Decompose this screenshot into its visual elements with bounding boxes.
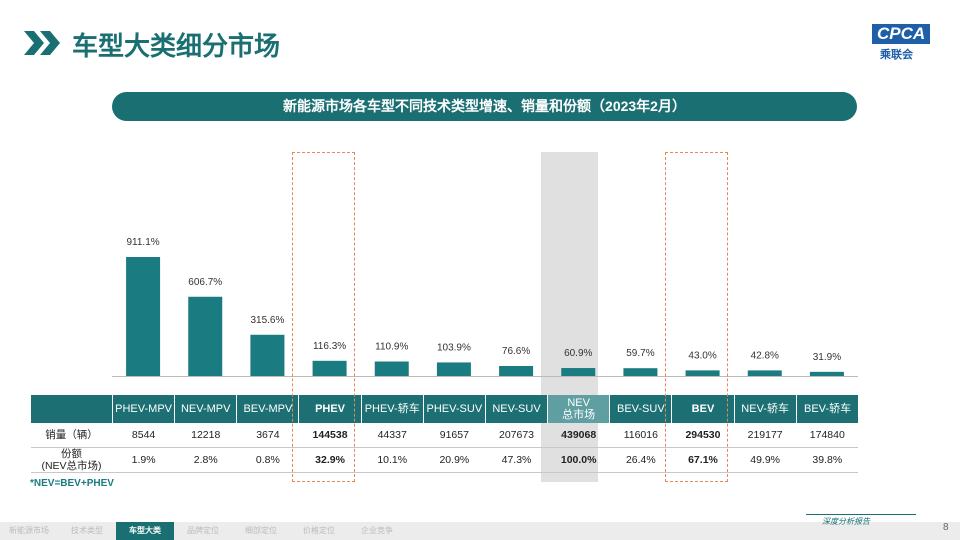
nav-tab[interactable]: 车型大类 <box>116 522 174 540</box>
chart-title: 新能源市场各车型不同技术类型增速、销量和份额（2023年2月） <box>112 92 857 121</box>
cell: 8544 <box>112 423 175 448</box>
column-header: NEV-轿车 <box>733 395 797 423</box>
value-label: 103.9% <box>437 342 471 353</box>
bar <box>561 368 596 376</box>
chart: 911.1% 606.7% 315.6% 116.3% 110.9% 103.9% 76.6… <box>112 237 858 377</box>
column-header: BEV-轿车 <box>795 395 859 423</box>
nav-tab[interactable]: 技术类型 <box>71 526 103 535</box>
tagline: 深度分析报告 <box>822 517 870 526</box>
cell: 10.1% <box>361 447 424 473</box>
row-header: 销量（辆） <box>30 423 113 448</box>
cell: 144538 <box>298 423 362 448</box>
nav-tab[interactable]: 新能源市场 <box>9 526 49 535</box>
cell: 3674 <box>236 423 299 448</box>
logo: CPCA <box>872 24 931 44</box>
nav-bar: 新能源市场 技术类型 车型大类 品牌定位 细部定位 价格定位 企业竞争 <box>0 522 960 540</box>
cell: 44337 <box>361 423 424 448</box>
value-label: 43.0% <box>688 350 716 361</box>
footnote: *NEV=BEV+PHEV <box>30 478 114 489</box>
bar <box>188 296 223 376</box>
cell: 67.1% <box>671 447 735 473</box>
data-row: 份额 (NEV总市场) 1.9% 2.8% 0.8% 32.9% 10.1% 20.9% 47… <box>30 447 859 473</box>
row-header: 份额 (NEV总市场) <box>30 447 113 473</box>
column-header: BEV-MPV <box>236 395 299 423</box>
cell: 32.9% <box>298 447 362 473</box>
column-header: PHEV <box>298 395 362 423</box>
bar <box>809 371 844 376</box>
cell: 100.0% <box>547 447 610 473</box>
logo-sub: 乘联会 <box>880 49 913 61</box>
cell: 49.9% <box>734 447 797 473</box>
bar <box>499 365 534 376</box>
value-label: 315.6% <box>250 315 284 326</box>
column-header: BEV <box>671 395 735 423</box>
bar <box>374 361 409 376</box>
cell: 207673 <box>485 423 548 448</box>
bar <box>250 334 285 376</box>
cell: 39.8% <box>796 447 859 473</box>
cell: 1.9% <box>112 447 175 473</box>
column-header: PHEV-轿车 <box>360 395 424 423</box>
column-header: NEV 总市场 <box>547 395 610 423</box>
cell: 294530 <box>671 423 735 448</box>
data-row: 销量（辆） 8544 12218 3674 144538 44337 91657 207673… <box>30 423 859 448</box>
cell: 116016 <box>609 423 672 448</box>
value-label: 116.3% <box>313 341 346 352</box>
cell: 12218 <box>174 423 237 448</box>
bar <box>623 368 658 376</box>
cell: 219177 <box>734 423 797 448</box>
cell: 20.9% <box>423 447 486 473</box>
cell: 47.3% <box>485 447 548 473</box>
column-header: PHEV-SUV <box>422 395 486 423</box>
header-row: PHEV-MPV NEV-MPV BEV-MPV PHEV PHEV-轿车 PHEV-SU… <box>30 395 859 423</box>
value-label: 59.7% <box>626 348 654 359</box>
page-number: 8 <box>943 522 949 533</box>
value-label: 606.7% <box>188 277 222 288</box>
value-label: 110.9% <box>375 342 408 353</box>
corner-cell <box>30 395 113 423</box>
nav-tab[interactable]: 细部定位 <box>245 526 277 535</box>
highlight-box <box>291 152 355 482</box>
column-header: NEV-MPV <box>174 395 237 423</box>
cell: 26.4% <box>609 447 672 473</box>
bar <box>126 257 161 376</box>
nav-tab[interactable]: 企业竞争 <box>361 526 393 535</box>
value-label: 60.9% <box>564 348 592 359</box>
highlight-box <box>664 152 728 482</box>
cell: 91657 <box>423 423 486 448</box>
bar <box>436 362 471 376</box>
bar <box>747 370 782 376</box>
bar <box>312 360 347 376</box>
chevron-icon <box>24 31 60 55</box>
column-header: BEV-SUV <box>609 395 672 423</box>
nav-tab[interactable]: 品牌定位 <box>187 526 219 535</box>
value-label: 911.1% <box>126 237 159 248</box>
data-table: PHEV-MPV NEV-MPV BEV-MPV PHEV PHEV-轿车 PHEV-SU… <box>30 395 859 473</box>
page-title: 车型大类细分市场 <box>72 31 281 61</box>
cell: 174840 <box>796 423 859 448</box>
cell: 0.8% <box>236 447 299 473</box>
value-label: 76.6% <box>502 346 530 357</box>
bar <box>685 370 720 376</box>
cell: 439068 <box>547 423 610 448</box>
value-label: 42.8% <box>751 350 779 361</box>
cell: 2.8% <box>174 447 237 473</box>
column-header: NEV-SUV <box>484 395 548 423</box>
nav-tab[interactable]: 价格定位 <box>303 526 335 535</box>
column-header: PHEV-MPV <box>111 395 175 423</box>
value-label: 31.9% <box>813 352 841 363</box>
